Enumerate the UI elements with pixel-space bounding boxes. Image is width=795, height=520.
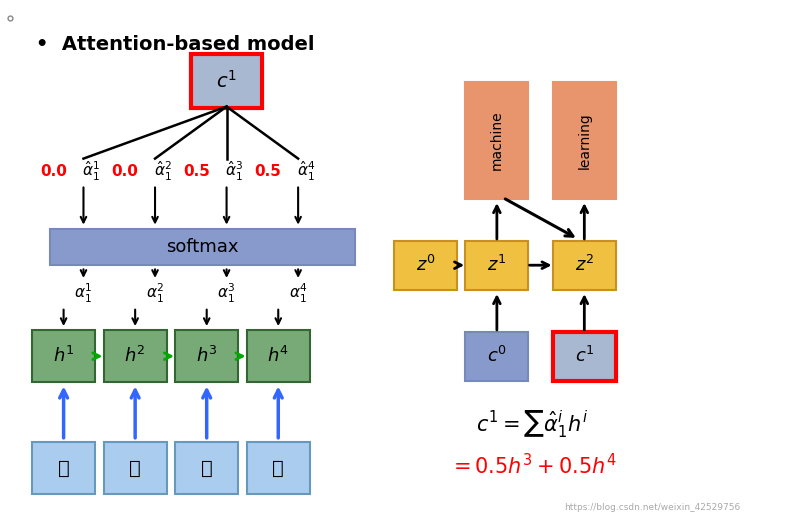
FancyBboxPatch shape xyxy=(191,54,262,108)
Text: 0.0: 0.0 xyxy=(111,164,138,179)
Text: $h^4$: $h^4$ xyxy=(267,346,289,366)
Text: $\hat{\alpha}_1^1$: $\hat{\alpha}_1^1$ xyxy=(83,160,100,184)
Text: $\hat{\alpha}_1^4$: $\hat{\alpha}_1^4$ xyxy=(297,160,316,184)
FancyBboxPatch shape xyxy=(553,241,615,290)
Text: $\alpha_1^3$: $\alpha_1^3$ xyxy=(217,282,236,305)
Text: $z^2$: $z^2$ xyxy=(575,255,594,275)
Text: 習: 習 xyxy=(273,459,284,477)
Text: $c^0$: $c^0$ xyxy=(487,346,507,366)
Text: 器: 器 xyxy=(130,459,141,477)
FancyBboxPatch shape xyxy=(553,82,615,199)
Text: 機: 機 xyxy=(58,459,69,477)
FancyBboxPatch shape xyxy=(175,331,238,382)
Text: learning: learning xyxy=(577,112,591,169)
Text: $z^0$: $z^0$ xyxy=(416,255,435,275)
Text: $\hat{\alpha}_1^3$: $\hat{\alpha}_1^3$ xyxy=(226,160,243,184)
Text: $c^1$: $c^1$ xyxy=(575,346,594,366)
Text: $h^2$: $h^2$ xyxy=(124,346,146,366)
FancyBboxPatch shape xyxy=(103,442,167,494)
Text: $z^1$: $z^1$ xyxy=(487,255,506,275)
Text: https://blog.csdn.net/weixin_42529756: https://blog.csdn.net/weixin_42529756 xyxy=(564,502,740,512)
Text: 0.0: 0.0 xyxy=(40,164,67,179)
FancyBboxPatch shape xyxy=(466,332,528,381)
Text: $\alpha_1^2$: $\alpha_1^2$ xyxy=(145,282,165,305)
Text: $\hat{\alpha}_1^2$: $\hat{\alpha}_1^2$ xyxy=(154,160,172,184)
Text: $\alpha_1^1$: $\alpha_1^1$ xyxy=(74,282,93,305)
Text: $\alpha_1^4$: $\alpha_1^4$ xyxy=(289,282,308,305)
FancyBboxPatch shape xyxy=(32,442,95,494)
FancyBboxPatch shape xyxy=(103,331,167,382)
FancyBboxPatch shape xyxy=(32,331,95,382)
FancyBboxPatch shape xyxy=(553,332,615,381)
FancyBboxPatch shape xyxy=(246,331,310,382)
FancyBboxPatch shape xyxy=(466,82,528,199)
Text: 學: 學 xyxy=(201,459,212,477)
Text: $h^1$: $h^1$ xyxy=(52,346,75,366)
FancyBboxPatch shape xyxy=(175,442,238,494)
FancyBboxPatch shape xyxy=(466,241,528,290)
FancyBboxPatch shape xyxy=(246,442,310,494)
Text: $= 0.5h^3 + 0.5h^4$: $= 0.5h^3 + 0.5h^4$ xyxy=(449,453,616,478)
Text: $c^1 = \sum \hat{\alpha}_1^i h^i$: $c^1 = \sum \hat{\alpha}_1^i h^i$ xyxy=(476,408,589,439)
Text: $h^3$: $h^3$ xyxy=(196,346,218,366)
Text: softmax: softmax xyxy=(166,238,239,256)
FancyBboxPatch shape xyxy=(394,241,456,290)
Text: $c^1$: $c^1$ xyxy=(216,70,237,92)
Text: 0.5: 0.5 xyxy=(183,164,210,179)
FancyBboxPatch shape xyxy=(50,229,355,265)
Text: machine: machine xyxy=(490,111,504,170)
Text: •  Attention-based model: • Attention-based model xyxy=(36,35,314,54)
Text: 0.5: 0.5 xyxy=(254,164,281,179)
